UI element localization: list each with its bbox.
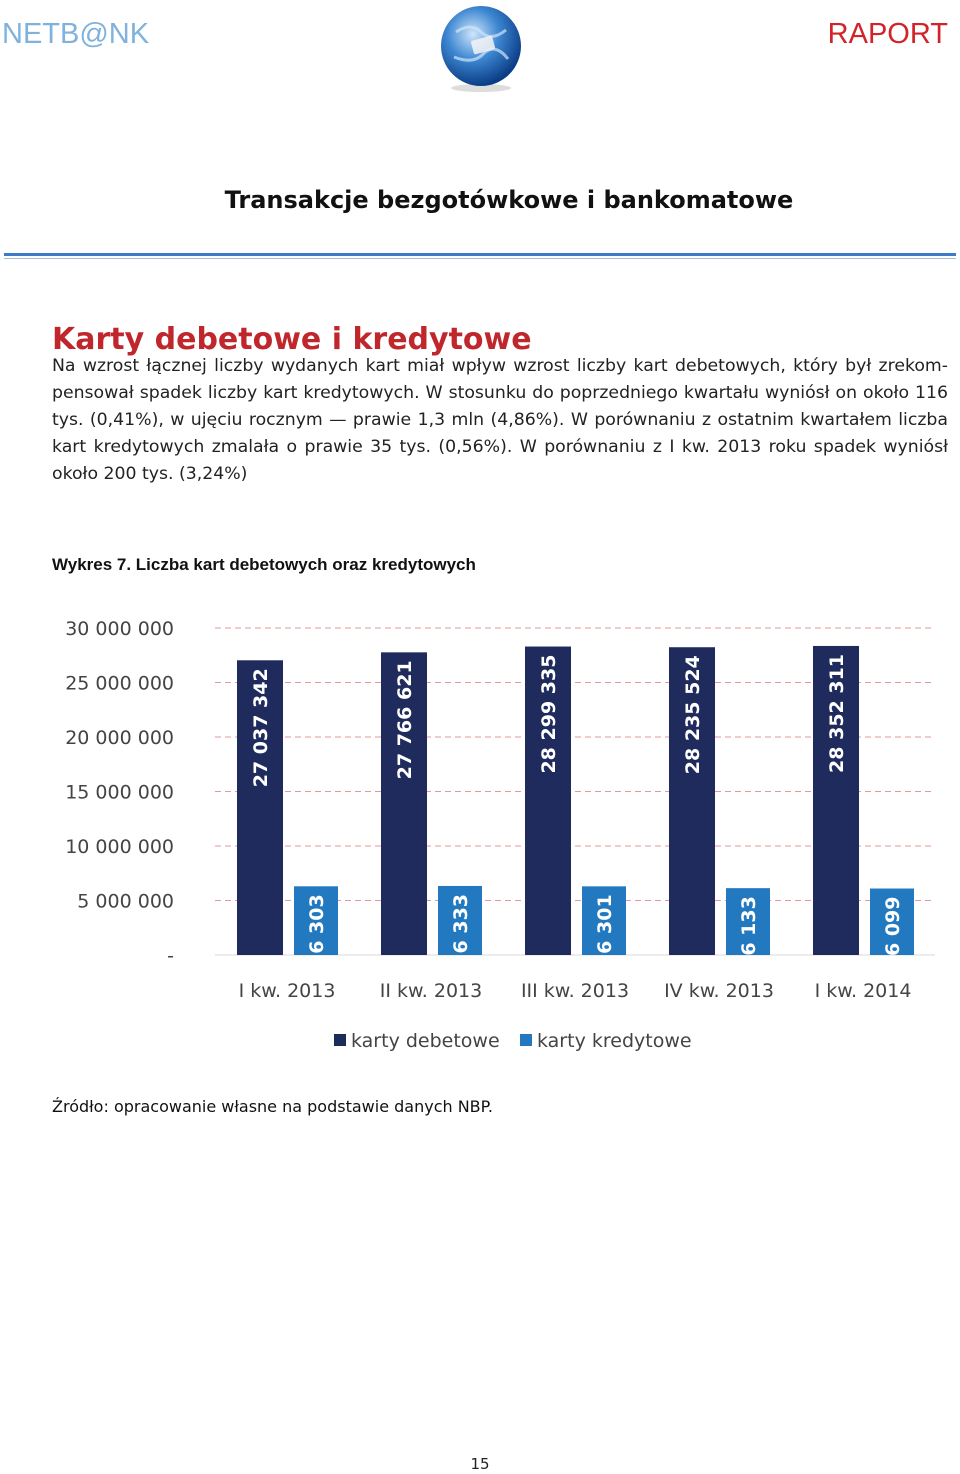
- bar: [669, 647, 715, 955]
- bar-value-label: 28 352 311: [826, 654, 848, 773]
- divider: [4, 258, 956, 259]
- legend-label: karty kredytowe: [537, 1030, 692, 1052]
- y-tick-label: 15 000 000: [65, 782, 174, 804]
- globe-icon: [441, 6, 521, 92]
- bar: [813, 645, 859, 955]
- bar-value-label: 6 301: [594, 894, 616, 954]
- paragraph: Na wzrost łącznej liczby wydanych kart m…: [52, 356, 948, 484]
- bar: [870, 888, 914, 955]
- bar: [294, 886, 338, 955]
- y-tick-label: 25 000 000: [65, 673, 174, 695]
- x-tick-label: I kw. 2013: [239, 980, 336, 1002]
- y-tick-label: 20 000 000: [65, 727, 174, 749]
- y-tick-label: 10 000 000: [65, 836, 174, 858]
- y-tick-label: -: [167, 945, 174, 967]
- bar-value-label: 27 037 342: [250, 668, 272, 787]
- bar-value-label: 6 133: [738, 896, 760, 956]
- bar-value-label: 6 303: [306, 894, 328, 954]
- source-note: Źródło: opracowanie własne na podstawie …: [52, 1097, 493, 1116]
- x-tick-label: II kw. 2013: [380, 980, 482, 1002]
- chart-caption: Wykres 7. Liczba kart debetowych oraz kr…: [52, 555, 476, 574]
- x-tick-label: I kw. 2014: [815, 980, 912, 1002]
- report-label: RAPORT: [827, 18, 948, 50]
- divider: [4, 253, 956, 256]
- bar: [438, 885, 482, 955]
- bar-value-label: 28 235 524: [682, 655, 704, 774]
- legend-swatch: [520, 1034, 532, 1046]
- bar-value-label: 6 333: [450, 894, 472, 954]
- x-tick-label: III kw. 2013: [521, 980, 629, 1002]
- logo: NETB@NK: [2, 18, 150, 50]
- bar: [582, 886, 626, 955]
- section-heading: Karty debetowe i kredytowe: [52, 322, 532, 357]
- bar-value-label: 27 766 621: [394, 660, 416, 779]
- bar: [237, 660, 283, 955]
- bar: [381, 652, 427, 955]
- y-tick-label: 30 000 000: [65, 618, 174, 640]
- legend-label: karty debetowe: [351, 1030, 500, 1052]
- legend-swatch: [334, 1034, 346, 1046]
- bar: [525, 646, 571, 955]
- page-number: 15: [470, 1455, 490, 1473]
- chart: - 5 000 000 10 000 000 15 000 000 20 000 000…: [65, 618, 935, 1052]
- x-tick-label: IV kw. 2013: [664, 980, 774, 1002]
- y-tick-label: 5 000 000: [77, 891, 174, 913]
- bar-value-label: 28 299 335: [538, 655, 560, 774]
- page-title: Transakcje bezgotówkowe i bankomatowe: [224, 186, 794, 214]
- bar-value-label: 6 099: [882, 897, 904, 957]
- bar: [726, 888, 770, 955]
